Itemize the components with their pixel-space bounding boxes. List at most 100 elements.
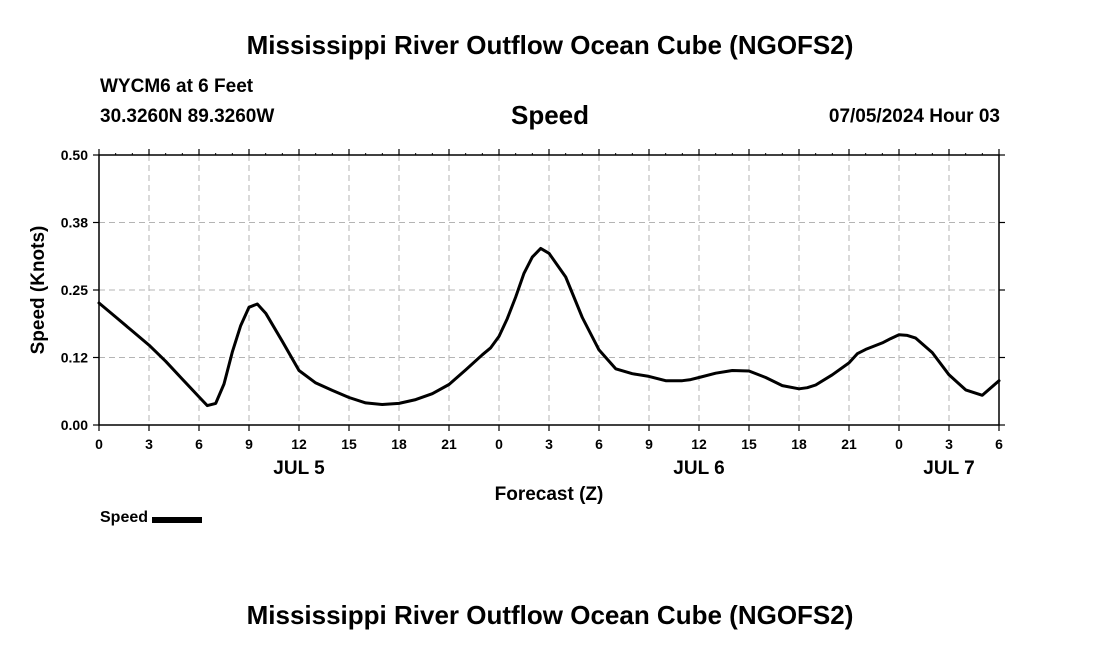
x-tick-label: 0 <box>895 436 903 452</box>
data-point <box>799 388 800 389</box>
data-point <box>949 374 950 375</box>
data-point <box>482 354 483 355</box>
data-point <box>507 318 508 319</box>
data-point <box>315 382 316 383</box>
grid-lines <box>99 154 999 425</box>
legend: Speed <box>100 509 203 527</box>
x-tick-label: 21 <box>441 436 457 452</box>
data-point <box>490 347 491 348</box>
data-point <box>690 379 691 380</box>
data-point <box>715 373 716 374</box>
chart-subtitle: Speed <box>510 100 590 130</box>
data-point <box>382 404 383 405</box>
x-tick-label: 0 <box>95 436 103 452</box>
data-point <box>232 352 233 353</box>
data-point <box>582 317 583 318</box>
data-point <box>540 248 541 249</box>
data-point <box>532 257 533 258</box>
axis-tick-labels: 0 3 6 9 12 15 18 21 0 3 6 9 12 15 18 21 0 3 6 JUL 5 JUL 6 JUL… <box>61 147 1003 479</box>
legend-swatch <box>152 517 203 523</box>
y-tick-label: 0.25 <box>61 282 88 298</box>
y-tick-label: 0.12 <box>61 350 88 366</box>
x-tick-label: 12 <box>291 436 307 452</box>
chart-title-main: Mississippi River Outflow Ocean Cube (NG… <box>246 30 854 60</box>
data-point <box>732 370 733 371</box>
y-tick-label: 0.50 <box>61 147 88 163</box>
data-point <box>999 380 1000 381</box>
data-point <box>115 317 116 318</box>
data-point <box>649 376 650 377</box>
data-point <box>399 403 400 404</box>
data-point <box>499 336 500 337</box>
x-date-label: JUL 5 <box>273 458 325 479</box>
data-point <box>349 397 350 398</box>
y-tick-label: 0.38 <box>61 215 88 231</box>
x-tick-label: 3 <box>545 436 553 452</box>
data-point <box>449 384 450 385</box>
legend-label: Speed <box>100 509 149 526</box>
data-point <box>299 370 300 371</box>
x-tick-label: 6 <box>195 436 203 452</box>
series-layer <box>97 246 1001 408</box>
data-point <box>632 373 633 374</box>
data-point <box>815 385 816 386</box>
data-point <box>99 303 100 304</box>
station-coords: 30.3260N 89.3260W <box>100 106 275 127</box>
data-point <box>249 307 250 308</box>
station-label: WYCM6 at 6 Feet <box>100 76 254 97</box>
data-point <box>257 304 258 305</box>
x-tick-label: 15 <box>341 436 357 452</box>
forecast-datetime: 07/05/2024 Hour 03 <box>828 106 1000 127</box>
x-tick-label: 6 <box>595 436 603 452</box>
data-point <box>240 325 241 326</box>
x-tick-label: 18 <box>391 436 407 452</box>
data-point <box>982 395 983 396</box>
x-tick-label: 15 <box>741 436 757 452</box>
footer-title: Mississippi River Outflow Ocean Cube (NG… <box>246 600 854 630</box>
x-tick-label: 3 <box>945 436 953 452</box>
data-point <box>765 377 766 378</box>
data-point <box>149 345 150 346</box>
series-line-speed <box>97 246 1001 408</box>
x-tick-label: 9 <box>645 436 653 452</box>
data-point <box>849 362 850 363</box>
data-point <box>515 297 516 298</box>
data-point <box>807 387 808 388</box>
x-tick-label: 18 <box>791 436 807 452</box>
x-tick-label: 6 <box>995 436 1003 452</box>
data-point <box>265 313 266 314</box>
x-date-label: JUL 6 <box>673 458 724 479</box>
data-point <box>465 369 466 370</box>
data-point <box>182 379 183 380</box>
x-tick-label: 9 <box>245 436 253 452</box>
data-point <box>415 399 416 400</box>
x-date-label: JUL 7 <box>923 458 974 479</box>
data-point <box>882 342 883 343</box>
data-point <box>215 403 216 404</box>
data-point <box>332 390 333 391</box>
data-point <box>132 331 133 332</box>
x-tick-label: 21 <box>841 436 857 452</box>
data-point <box>207 405 208 406</box>
x-tick-label: 3 <box>145 436 153 452</box>
data-point <box>549 253 550 254</box>
data-point <box>282 341 283 342</box>
data-point <box>782 385 783 386</box>
data-point <box>749 371 750 372</box>
y-tick-label: 0.00 <box>61 417 88 433</box>
data-point <box>915 338 916 339</box>
x-tick-label: 0 <box>495 436 503 452</box>
data-point <box>432 393 433 394</box>
data-point <box>599 349 600 350</box>
data-point <box>832 374 833 375</box>
data-point <box>224 384 225 385</box>
data-point <box>907 335 908 336</box>
data-point <box>565 277 566 278</box>
data-point <box>890 338 891 339</box>
data-point <box>965 389 966 390</box>
x-axis-title: Forecast (Z) <box>495 484 604 505</box>
data-point <box>857 353 858 354</box>
plot-frame <box>98 154 1000 426</box>
data-point <box>865 349 866 350</box>
